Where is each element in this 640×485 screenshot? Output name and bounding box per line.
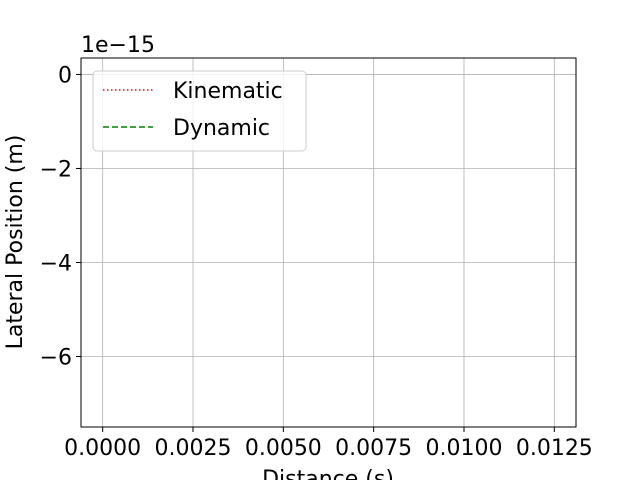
x-axis-label: Distance (s) <box>262 467 394 480</box>
x-tick-label: 0.0050 <box>245 436 322 461</box>
x-tick-label: 0.0100 <box>426 436 503 461</box>
x-tick-label: 0.0075 <box>335 436 412 461</box>
y-offset-label: 1e−15 <box>81 33 155 58</box>
y-tick-label: 0 <box>58 63 72 88</box>
legend: Kinematic Dynamic <box>92 70 307 152</box>
x-tick-label: 0.0125 <box>516 436 593 461</box>
legend-label-dynamic: Dynamic <box>173 116 270 141</box>
legend-label-kinematic: Kinematic <box>173 79 283 104</box>
y-axis-label: Lateral Position (m) <box>3 135 28 350</box>
x-tick-label: 0.0025 <box>155 436 232 461</box>
legend-box <box>92 70 307 152</box>
plot-frame <box>80 57 577 428</box>
y-tick-label: −4 <box>40 251 72 276</box>
axis-ticks: 0.0000 0.0025 0.0050 0.0075 0.0100 0.0125 0 −2 −… <box>40 63 593 461</box>
y-tick-label: −6 <box>40 345 72 370</box>
x-tick-label: 0.0000 <box>64 436 141 461</box>
y-tick-label: −2 <box>40 157 72 182</box>
